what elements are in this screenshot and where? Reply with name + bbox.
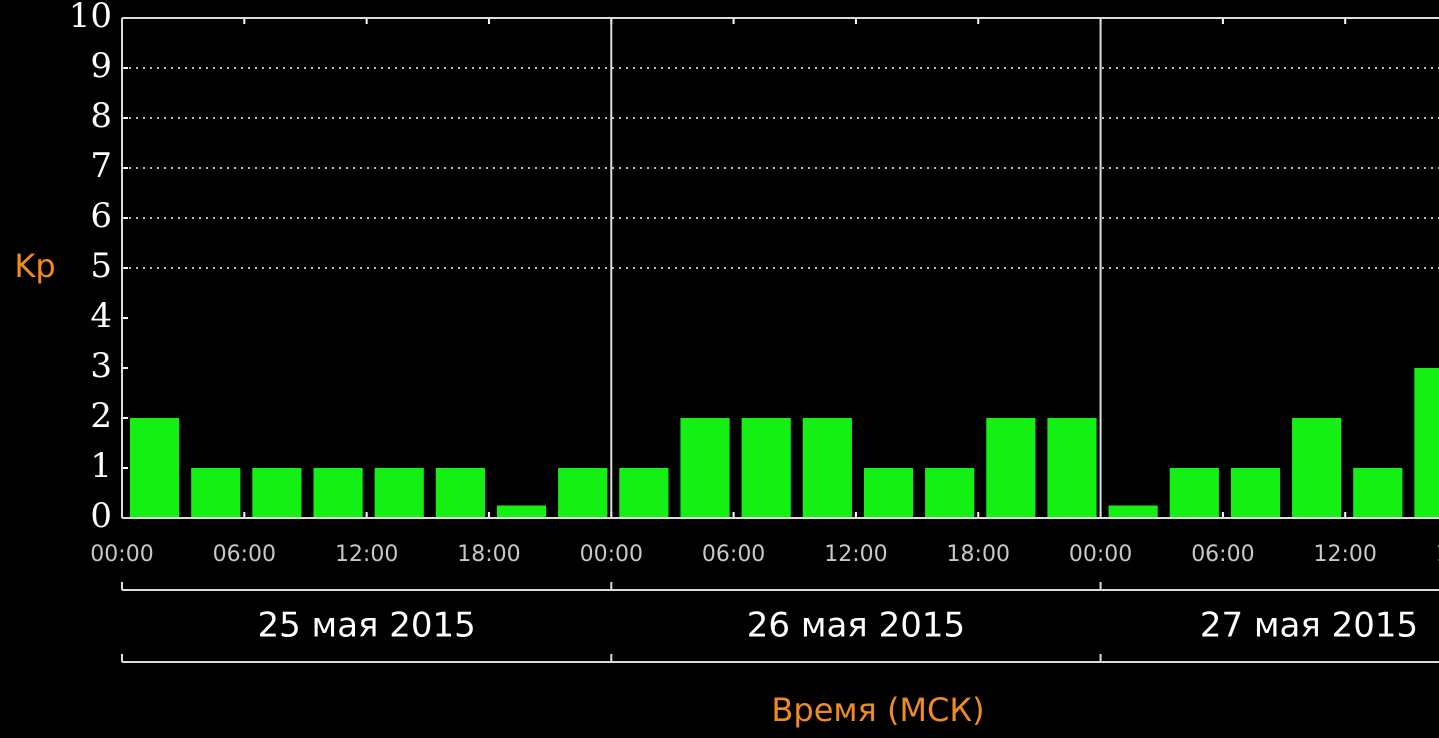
x-tick-label: 06:00	[1191, 542, 1254, 567]
x-tick-label: 12:00	[1314, 542, 1377, 567]
group-label: 26 мая 2015	[747, 606, 965, 646]
bar	[130, 418, 180, 518]
bar	[619, 468, 669, 518]
bar	[1108, 505, 1158, 518]
bar	[802, 418, 852, 518]
bar	[1414, 368, 1439, 518]
bar	[1292, 418, 1342, 518]
bar	[1353, 468, 1403, 518]
x-tick-label: 00:00	[90, 542, 153, 567]
bar	[374, 468, 424, 518]
bar	[925, 468, 975, 518]
bar	[986, 418, 1036, 518]
x-tick-label: 18:00	[1436, 542, 1439, 567]
y-tick-label: 2	[90, 396, 112, 436]
y-tick-label: 1	[90, 446, 112, 486]
x-tick-label: 06:00	[702, 542, 765, 567]
y-tick-label: 5	[90, 246, 112, 286]
bar	[313, 468, 363, 518]
y-tick-label: 7	[90, 146, 112, 186]
x-tick-label: 18:00	[947, 542, 1010, 567]
bar	[496, 505, 547, 518]
x-tick-label: 06:00	[213, 542, 276, 567]
y-tick-label: 4	[90, 296, 112, 336]
bar	[863, 468, 914, 518]
bar	[680, 418, 730, 518]
bar	[1169, 468, 1219, 518]
bar	[1047, 418, 1097, 518]
x-tick-label: 00:00	[580, 542, 643, 567]
x-tick-label: 18:00	[457, 542, 520, 567]
y-tick-label: 9	[90, 46, 112, 86]
bar	[1230, 468, 1281, 518]
y-tick-label: 8	[90, 96, 112, 136]
y-tick-label: 10	[69, 0, 112, 36]
y-axis-label: Kp	[14, 247, 55, 285]
x-axis-label: Время (МСК)	[771, 691, 984, 729]
y-tick-label: 3	[90, 346, 112, 386]
group-label: 27 мая 2015	[1200, 606, 1418, 646]
group-label: 25 мая 2015	[257, 606, 475, 646]
x-tick-label: 00:00	[1069, 542, 1132, 567]
bar	[252, 468, 302, 518]
bar	[558, 468, 608, 518]
y-tick-label: 6	[90, 196, 112, 236]
bar	[741, 418, 791, 518]
bar	[435, 468, 485, 518]
bar	[191, 468, 241, 518]
x-tick-label: 12:00	[335, 542, 398, 567]
x-tick-label: 12:00	[824, 542, 887, 567]
y-tick-label: 0	[90, 496, 112, 536]
